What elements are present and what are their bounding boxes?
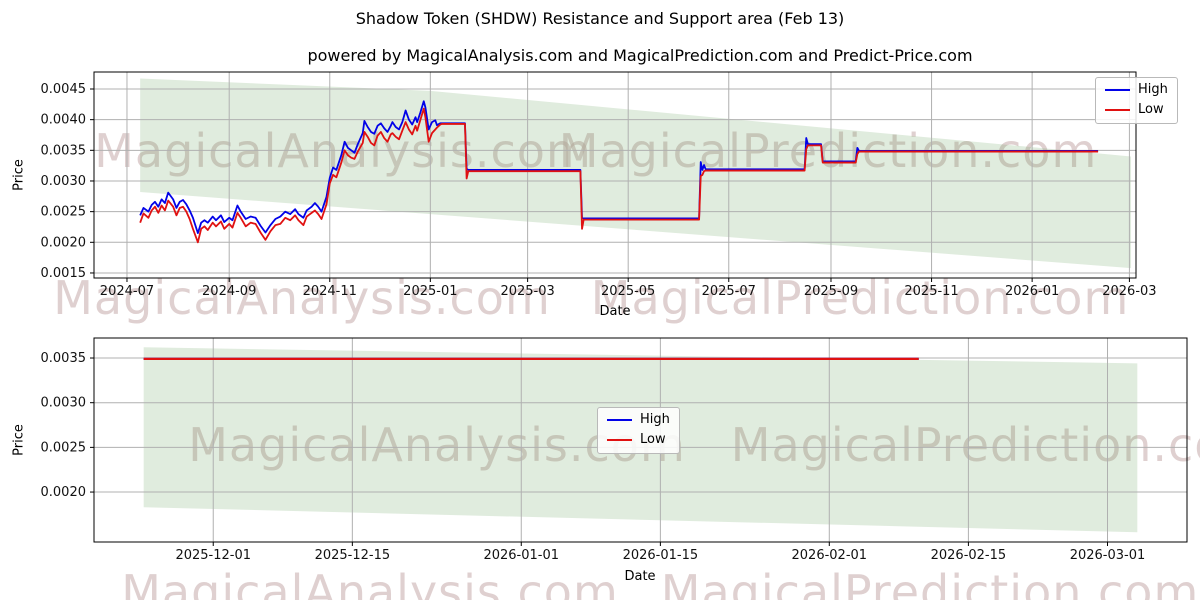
watermark-text: MagicalAnalysis.com	[53, 271, 551, 325]
y-tick-label: 0.0025	[41, 440, 87, 455]
x-tick-label: 2026-03	[1102, 284, 1156, 299]
tick-labels: 2025-12-01 2025-12-15 2026-01-01 2026-01-15…	[41, 351, 1146, 563]
x-tick-label: 2026-01	[1005, 284, 1059, 299]
bottom-x-axis-label: Date	[624, 569, 656, 584]
x-tick-label: 2026-01-01	[483, 548, 559, 563]
x-tick-label: 2025-12-01	[175, 548, 251, 563]
top-x-axis-label: Date	[599, 304, 631, 319]
x-tick-label: 2026-03-01	[1070, 548, 1146, 563]
low-line-swatch-icon	[607, 439, 632, 442]
y-tick-label: 0.0030	[41, 396, 87, 411]
x-tick-label: 2024-11	[303, 284, 357, 299]
y-tick-label: 0.0040	[41, 113, 87, 128]
x-tick-label: 2026-02-01	[792, 548, 868, 563]
watermark-text: MagicalPrediction.com	[660, 565, 1200, 600]
page-title: Shadow Token (SHDW) Resistance and Suppo…	[355, 9, 845, 28]
x-tick-label: 2025-09	[804, 284, 858, 299]
high-line-swatch-icon	[1105, 89, 1130, 92]
x-tick-label: 2025-12-15	[315, 548, 391, 563]
x-tick-label: 2024-09	[202, 284, 256, 299]
y-tick-label: 0.0035	[41, 143, 87, 158]
y-tick-label: 0.0020	[41, 485, 87, 500]
low-line	[139, 107, 1099, 244]
y-tick-label: 0.0045	[41, 82, 87, 97]
x-tick-label: 2026-02-15	[931, 548, 1007, 563]
legend-entry-high: High	[1105, 82, 1168, 97]
axes-top: 2024-07 2024-09 2024-11 2025-01 2025-03 2025-…	[41, 71, 1157, 299]
x-tick-label: 2025-11	[904, 284, 958, 299]
top-legend: High Low	[1095, 77, 1178, 124]
legend-entry-low: Low	[607, 432, 670, 448]
low-line-swatch-icon	[1105, 109, 1130, 112]
x-tick-label: 2025-01	[403, 284, 457, 299]
bottom-legend: High Low	[597, 407, 680, 454]
legend-entry-low: Low	[1105, 102, 1168, 118]
watermark-text: MagicalPrediction.com	[590, 271, 1130, 325]
legend-label-low: Low	[640, 432, 666, 448]
y-tick-label: 0.0020	[41, 235, 87, 250]
legend-label-low: Low	[1138, 102, 1164, 118]
axes-frame	[93, 337, 1188, 543]
legend-entry-high: High	[607, 412, 670, 427]
axes-frame	[93, 71, 1137, 279]
support-resistance-band	[140, 78, 1132, 269]
y-tick-label: 0.0035	[41, 351, 87, 366]
page-subtitle: powered by MagicalAnalysis.com and Magic…	[307, 46, 973, 65]
y-tick-label: 0.0025	[41, 205, 87, 220]
top-y-axis-label: Price	[11, 159, 27, 191]
tick-labels: 2024-07 2024-09 2024-11 2025-01 2025-03 2025-…	[41, 82, 1157, 299]
x-tick-label: 2025-03	[500, 284, 554, 299]
x-tick-label: 2025-07	[702, 284, 756, 299]
watermark-text: MagicalPrediction.com	[731, 418, 1200, 472]
x-tick-label: 2026-01-15	[623, 548, 699, 563]
y-tick-label: 0.0015	[41, 266, 87, 281]
high-line	[139, 100, 1099, 235]
y-tick-label: 0.0030	[41, 174, 87, 189]
bottom-y-axis-label: Price	[11, 424, 27, 456]
x-tick-label: 2025-05	[601, 284, 655, 299]
high-line-swatch-icon	[607, 419, 632, 422]
watermark-text: MagicalAnalysis.com	[121, 565, 619, 600]
x-tick-label: 2024-07	[100, 284, 154, 299]
legend-label-high: High	[640, 412, 670, 427]
legend-label-high: High	[1138, 82, 1168, 97]
